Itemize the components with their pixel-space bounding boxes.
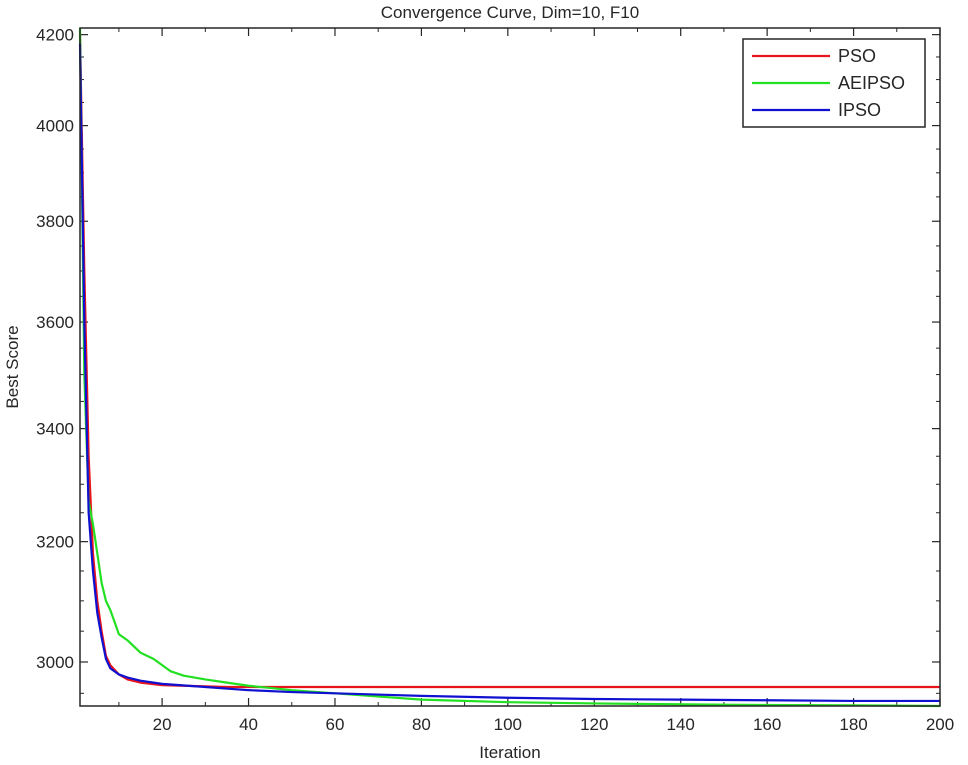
series-line-aeipso — [78, 27, 941, 708]
x-tick-label: 80 — [412, 715, 431, 734]
plot-area — [80, 28, 940, 706]
x-tick-label: 40 — [239, 715, 258, 734]
legend-label-aeipso: AEIPSO — [838, 73, 905, 93]
series-layer — [78, 27, 941, 708]
legend-label-pso: PSO — [838, 46, 876, 66]
y-tick-label: 4000 — [36, 117, 74, 136]
y-tick-label: 3200 — [36, 533, 74, 552]
x-tick-label: 140 — [667, 715, 695, 734]
x-tick-label: 180 — [839, 715, 867, 734]
x-tick-label: 120 — [580, 715, 608, 734]
x-tick-label: 100 — [494, 715, 522, 734]
y-tick-label: 3600 — [36, 313, 74, 332]
x-tick-label: 60 — [326, 715, 345, 734]
x-tick-label: 160 — [753, 715, 781, 734]
y-axis-ticks: 3000 3200 3400 3600 3800 4000 4200 — [36, 26, 940, 694]
series-line-pso — [78, 34, 940, 689]
y-tick-label: 3000 — [36, 653, 74, 672]
series-line-ipso — [78, 43, 940, 703]
legend-label-ipso: IPSO — [838, 100, 881, 120]
x-tick-label: 200 — [926, 715, 954, 734]
chart-title: Convergence Curve, Dim=10, F10 — [381, 3, 639, 22]
x-tick-label: 20 — [153, 715, 172, 734]
x-axis-label: Iteration — [479, 743, 540, 762]
y-tick-label: 4200 — [36, 26, 74, 45]
plot-frame — [79, 27, 941, 707]
y-axis-label: Best Score — [3, 325, 22, 408]
y-tick-label: 3400 — [36, 420, 74, 439]
legend: PSO AEIPSO IPSO — [742, 38, 926, 128]
y-tick-label: 3800 — [36, 212, 74, 231]
